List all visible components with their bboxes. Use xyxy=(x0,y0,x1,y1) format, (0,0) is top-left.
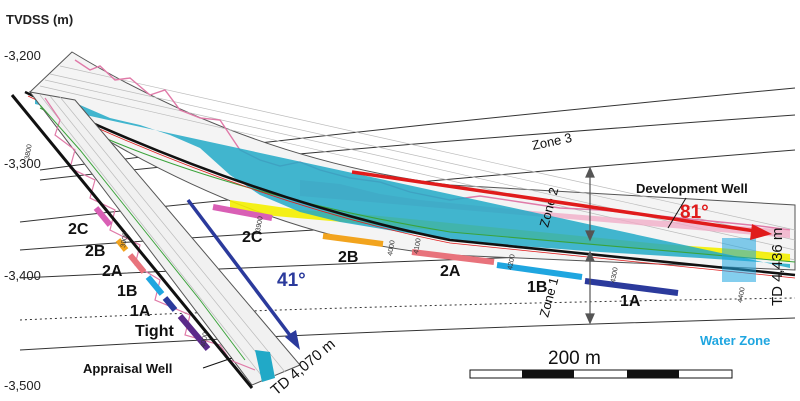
zone-label: 2A xyxy=(102,263,123,280)
cyan-fill xyxy=(35,95,790,268)
depth-mark: 4400 xyxy=(737,287,747,304)
zone-thickness-arrows xyxy=(585,166,595,325)
appraisal-cyan-fill xyxy=(255,350,275,382)
depth-mark: 4100 xyxy=(413,238,423,255)
axis-ticks: -3,200 -3,300 -3,400 -3,500 xyxy=(4,48,41,393)
axis-tick: -3,500 xyxy=(4,378,41,393)
development-angle-label: 81° xyxy=(680,202,709,223)
zone-marker-2b xyxy=(115,238,129,252)
depth-mark: 3900 xyxy=(120,232,130,249)
water-zone-label: Water Zone xyxy=(700,333,770,348)
appraisal-zone-markers xyxy=(93,206,211,351)
development-label-leader xyxy=(667,197,687,229)
appraisal-log-track xyxy=(10,91,301,389)
zone-label: 1A xyxy=(130,303,151,320)
zone-label: 2A xyxy=(440,263,461,280)
depth-mark: 4200 xyxy=(507,254,517,271)
zone-marker-tight xyxy=(177,314,211,351)
log-track-background xyxy=(29,51,796,271)
zone-label: 2C xyxy=(68,221,89,238)
development-angle-arrow xyxy=(351,170,772,240)
zone-label: Tight xyxy=(135,323,174,340)
zone-marker-2c xyxy=(212,204,273,221)
appraisal-log-curve xyxy=(44,97,256,371)
zone-marker-1a xyxy=(584,278,679,296)
scale-bar: 200 m xyxy=(469,348,733,379)
zone-marker-1a xyxy=(162,296,178,312)
zone-marker-2a xyxy=(127,253,147,274)
zone3-label: Zone 3 xyxy=(531,130,574,153)
zone-marker-2b xyxy=(322,233,384,247)
zone-marker-2a xyxy=(411,249,495,265)
development-td-label: TD 4,436 m xyxy=(769,228,786,306)
development-log-track xyxy=(24,51,796,282)
appraisal-green-curve xyxy=(39,104,246,361)
axis-tick: -3,400 xyxy=(4,268,41,283)
water-zone-box xyxy=(722,238,756,282)
development-well-label: Development Well xyxy=(636,181,748,196)
zone-marker-1b xyxy=(145,275,165,296)
zone-label: 2C xyxy=(242,229,263,246)
zone-marker-2c xyxy=(93,206,113,227)
axis-tick: -3,300 xyxy=(4,156,41,171)
zone-label: 1B xyxy=(527,279,547,296)
depth-mark: 3900 xyxy=(255,216,265,233)
development-zone-labels: 2C 2B 2A 1B 1A xyxy=(242,229,641,310)
scale-bar-label: 200 m xyxy=(548,348,601,369)
zone-label: 2B xyxy=(338,249,358,266)
depth-mark: 4300 xyxy=(610,267,620,284)
depth-mark: 4000 xyxy=(387,240,397,257)
horizon-line xyxy=(19,297,796,321)
development-zone-markers xyxy=(212,204,679,296)
resistivity-fill xyxy=(300,180,790,238)
appraisal-label-leader xyxy=(202,357,233,369)
appraisal-zone-labels: 2C 2B 2A 1B 1A Tight xyxy=(68,221,174,340)
axis-title: TVDSS (m) xyxy=(6,12,73,27)
appraisal-angle-label: 41° xyxy=(277,270,306,291)
zone-label: 2B xyxy=(85,243,105,260)
appraisal-well-path xyxy=(10,94,254,389)
zone-label: 1A xyxy=(620,293,641,310)
axis-tick: -3,200 xyxy=(4,48,41,63)
appraisal-gridlines xyxy=(39,94,286,381)
depth-marks: 3900 4000 4100 4200 4300 4400 3800 3900 … xyxy=(24,144,747,349)
appraisal-angle-arrow xyxy=(186,198,300,350)
zone-label: 1B xyxy=(117,283,137,300)
zone-marker-1b xyxy=(496,262,583,280)
depth-mark: 4000 xyxy=(200,332,210,349)
horizon-line xyxy=(19,317,796,351)
depth-mark: 3800 xyxy=(24,144,34,161)
appraisal-well-label: Appraisal Well xyxy=(83,361,172,376)
